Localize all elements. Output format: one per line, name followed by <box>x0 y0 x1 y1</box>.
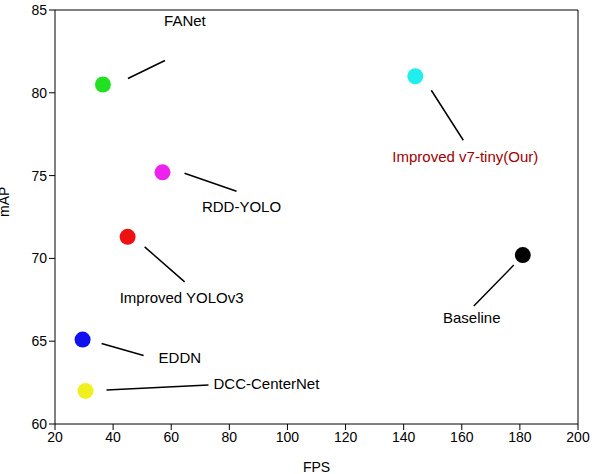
svg-text:40: 40 <box>105 429 121 445</box>
svg-text:160: 160 <box>450 429 474 445</box>
svg-text:RDD-YOLO: RDD-YOLO <box>202 198 281 215</box>
svg-text:70: 70 <box>31 250 47 266</box>
svg-text:65: 65 <box>31 333 47 349</box>
svg-text:200: 200 <box>566 429 590 445</box>
svg-text:EDDN: EDDN <box>159 349 202 366</box>
svg-text:20: 20 <box>47 429 63 445</box>
svg-text:DCC-CenterNet: DCC-CenterNet <box>214 375 321 392</box>
svg-text:140: 140 <box>392 429 416 445</box>
svg-text:Improved v7-tiny(Our): Improved v7-tiny(Our) <box>392 148 538 165</box>
svg-text:mAP: mAP <box>0 187 12 217</box>
svg-text:80: 80 <box>222 429 238 445</box>
svg-text:FPS: FPS <box>303 459 330 474</box>
svg-text:75: 75 <box>31 168 47 184</box>
svg-text:80: 80 <box>31 85 47 101</box>
svg-text:60: 60 <box>31 416 47 432</box>
svg-text:FANet: FANet <box>164 12 207 29</box>
svg-text:Baseline: Baseline <box>443 309 501 326</box>
svg-text:120: 120 <box>334 429 358 445</box>
svg-text:85: 85 <box>31 2 47 18</box>
svg-text:60: 60 <box>163 429 179 445</box>
svg-text:180: 180 <box>508 429 532 445</box>
svg-text:100: 100 <box>276 429 300 445</box>
svg-text:Improved YOLOv3: Improved YOLOv3 <box>120 289 244 306</box>
